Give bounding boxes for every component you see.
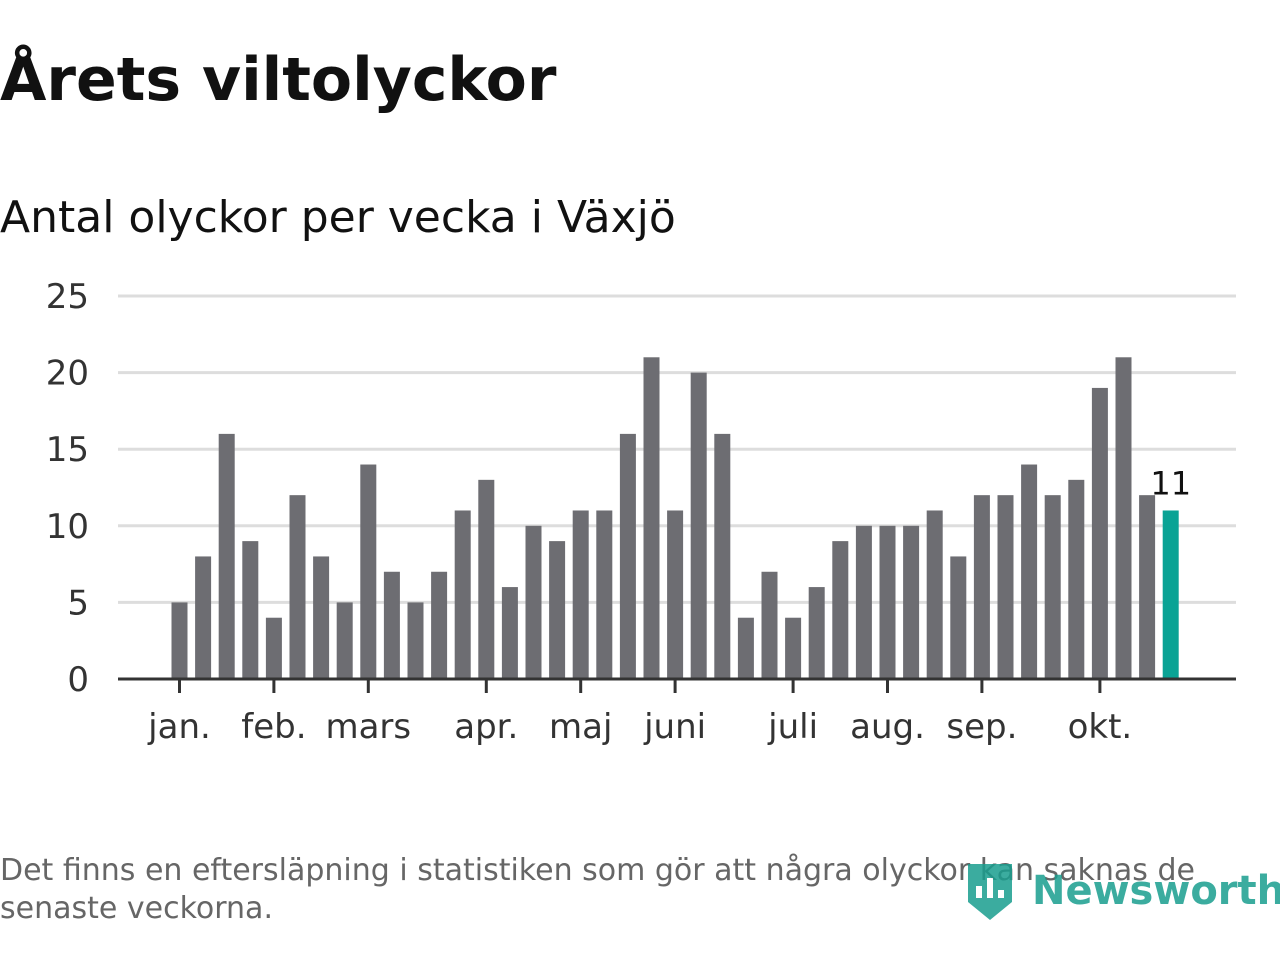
bar: [879, 525, 896, 679]
bar: [336, 602, 353, 679]
bar: [761, 571, 778, 679]
x-tick-label: juli: [767, 707, 818, 747]
y-tick-label: 10: [46, 507, 89, 547]
bar: [218, 433, 235, 679]
bar: [171, 602, 188, 679]
x-axis-labels: jan. feb. mars apr. maj juni juli aug. sep. okt.: [147, 707, 1132, 747]
bar: [1044, 495, 1061, 679]
bar: [572, 510, 589, 679]
y-tick-label: 25: [46, 277, 89, 317]
bar: [737, 617, 754, 679]
bar-chart: 0 5 10 15 20 25 jan. feb. mars apr. maj juni juli au…: [46, 277, 1236, 747]
bar: [1021, 464, 1038, 679]
bar: [643, 357, 660, 679]
bars: [171, 357, 1179, 679]
bar: [549, 541, 566, 679]
bar: [525, 525, 542, 679]
bar: [289, 495, 306, 679]
x-tick-label: aug.: [850, 707, 925, 747]
y-tick-label: 0: [67, 660, 89, 700]
y-tick-label: 20: [46, 354, 89, 394]
x-tick-label: apr.: [454, 707, 518, 747]
bar: [383, 571, 400, 679]
bar: [997, 495, 1014, 679]
bar: [1115, 357, 1132, 679]
bar: [690, 372, 707, 679]
bar: [1068, 479, 1085, 679]
bar: [313, 556, 330, 679]
x-axis: [118, 677, 1236, 693]
bar: [360, 464, 377, 679]
bar: [1091, 387, 1108, 679]
chart-title: Årets viltolyckor: [0, 45, 557, 115]
bar: [926, 510, 943, 679]
bar: [407, 602, 424, 679]
bar: [265, 617, 282, 679]
x-tick-label: jan.: [147, 707, 211, 747]
bar: [619, 433, 636, 679]
bar: [454, 510, 471, 679]
bar-highlight: [1162, 510, 1179, 679]
x-tick-label: maj: [549, 707, 612, 747]
bar: [1139, 495, 1156, 679]
chart-subtitle: Antal olyckor per vecka i Växjö: [0, 192, 676, 243]
newsworthy-logo-icon: [968, 864, 1012, 920]
x-tick-label: feb.: [241, 707, 306, 747]
bar: [903, 525, 920, 679]
bar: [714, 433, 731, 679]
bar: [808, 587, 825, 679]
bar: [973, 495, 990, 679]
x-tick-label: mars: [325, 707, 411, 747]
bar: [785, 617, 802, 679]
x-tick-label: juni: [643, 707, 706, 747]
bar: [431, 571, 448, 679]
bar: [832, 541, 849, 679]
bar: [195, 556, 212, 679]
bar: [501, 587, 518, 679]
y-tick-label: 15: [46, 430, 89, 470]
y-axis-labels: 0 5 10 15 20 25: [46, 277, 89, 700]
bar: [596, 510, 613, 679]
annotations: 11: [1150, 464, 1191, 502]
brand-name: Newsworthy: [1032, 868, 1280, 914]
bar: [478, 479, 495, 679]
highlight-value-label: 11: [1150, 464, 1191, 502]
x-tick-label: sep.: [946, 707, 1017, 747]
bar: [950, 556, 967, 679]
x-tick-label: okt.: [1068, 707, 1133, 747]
brand-logo: Newsworthy: [964, 856, 1280, 926]
bar: [855, 525, 872, 679]
bar: [242, 541, 259, 679]
y-tick-label: 5: [67, 583, 89, 623]
bar: [667, 510, 684, 679]
